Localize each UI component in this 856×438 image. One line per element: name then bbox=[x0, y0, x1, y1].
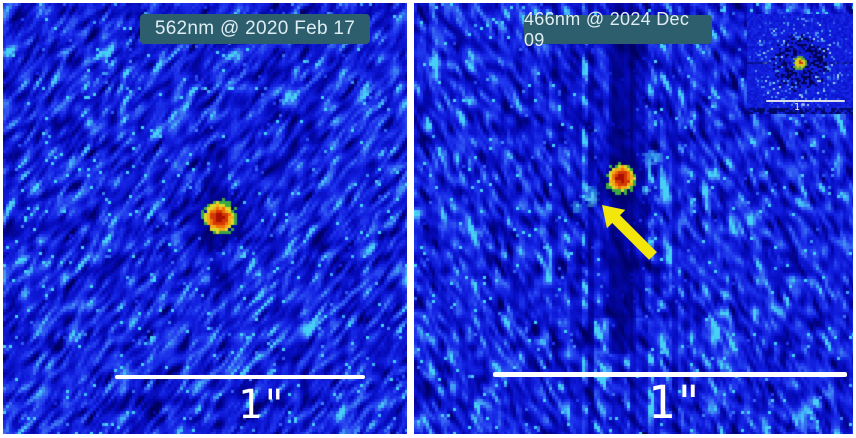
companion-arrow-icon bbox=[597, 200, 661, 264]
inset-speckle-image bbox=[747, 14, 853, 114]
inset-scale-bar-label: 1" bbox=[793, 102, 807, 113]
inset-scale-bar bbox=[766, 100, 845, 102]
right-scale-bar bbox=[493, 372, 847, 377]
right-wavelength-date-text: 466nm @ 2024 Dec 09 bbox=[524, 8, 690, 50]
left-scale-bar bbox=[115, 375, 365, 379]
left-speckle-image bbox=[3, 3, 407, 434]
left-scale-bar-label: 1" bbox=[237, 382, 287, 428]
right-panel: 466nm @ 2024 Dec 09 1" 1" bbox=[414, 3, 853, 434]
psf-reference-inset: 1" bbox=[747, 14, 853, 114]
left-panel: 562nm @ 2020 Feb 17 1" bbox=[3, 3, 407, 434]
left-wavelength-date-text: 562nm @ 2020 Feb 17 bbox=[154, 18, 356, 39]
right-scale-bar-label: 1" bbox=[647, 376, 703, 429]
right-wavelength-date-label: 466nm @ 2024 Dec 09 bbox=[524, 9, 712, 50]
companion-arrow-svg bbox=[602, 205, 657, 260]
left-wavelength-date-label: 562nm @ 2020 Feb 17 bbox=[140, 14, 370, 44]
